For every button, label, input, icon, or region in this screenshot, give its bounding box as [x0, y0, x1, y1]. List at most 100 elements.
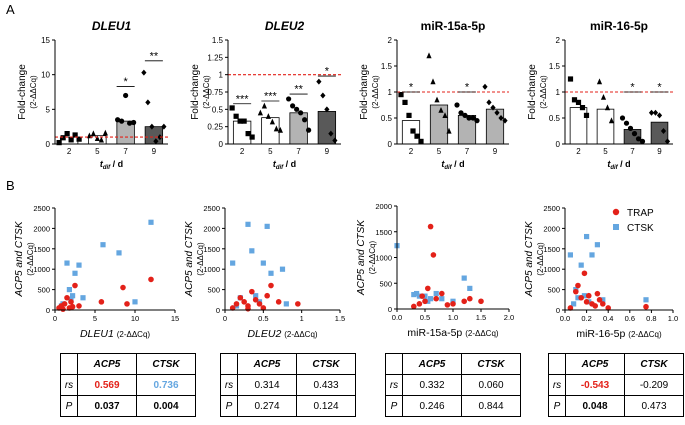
x-tick-label: 0.2: [581, 314, 591, 323]
ctsk-point: [414, 290, 420, 297]
x-tick-label: 5: [603, 147, 608, 156]
data-point: [406, 112, 412, 118]
scatter-chart-1: 0 500 1000 1500 2000 2500 0 0.5 1 1.5 DLEU2 (2-ΔΔC…: [184, 204, 345, 340]
data-point: [153, 138, 159, 145]
data-point: [596, 78, 603, 85]
ctsk-point: [571, 301, 577, 307]
y-tick-label: 1: [219, 71, 224, 80]
data-point: [466, 115, 472, 121]
trap-point: [430, 252, 437, 258]
y-tick-label: 0: [46, 140, 51, 149]
trap-point: [268, 282, 274, 289]
col-ctsk: CTSK: [136, 353, 196, 375]
y-tick-label: 500: [37, 286, 50, 295]
data-point: [98, 136, 104, 143]
data-point: [575, 99, 582, 105]
x-tick-label: 2: [67, 147, 72, 156]
x-tick-label: 0: [223, 314, 227, 323]
x-tick-label: 5: [95, 147, 100, 156]
corr-table-dleu2: ACP5 CTSK rs 0.314 0.433 P 0.274 0.124: [220, 353, 356, 417]
y-tick-label: 5: [46, 105, 51, 114]
rs-acp5: 0.569: [77, 374, 137, 396]
x-tick-label: 1.0: [668, 314, 678, 323]
x-axis-label: tdif / d: [100, 159, 123, 171]
trap-point: [411, 303, 417, 310]
trap-point: [124, 301, 130, 307]
y-axis-label: Fold-change: [17, 64, 28, 120]
x-tick-label: 0.5: [258, 314, 268, 323]
trap-point: [61, 301, 68, 307]
x-axis-label: tdif / d: [441, 159, 464, 171]
ctsk-point: [411, 291, 417, 298]
x-axis-label: miR-16-5p (2-ΔΔCq): [576, 328, 662, 340]
trap-point: [237, 294, 244, 301]
ctsk-point: [433, 290, 439, 297]
scatter-chart-2: 0 500 1000 1500 2000 0.0 0.5 1.0 1.5 2.0 miR-15a-5…: [356, 202, 514, 339]
x-tick-label: 7: [630, 147, 635, 156]
y-axis-sublabel: (2-ΔΔCq): [202, 75, 211, 109]
trap-point: [643, 303, 649, 310]
y-tick-label: 2500: [543, 204, 560, 213]
significance-label: *: [123, 76, 128, 88]
data-point: [414, 133, 420, 139]
bar: [317, 111, 337, 145]
data-point: [324, 106, 330, 113]
y-tick-label: 1.25: [207, 53, 223, 62]
data-point: [652, 109, 659, 116]
data-point: [608, 117, 615, 124]
x-axis-label: DLEU2 (2-ΔΔCq): [247, 328, 317, 340]
data-point: [302, 117, 308, 123]
trap-point: [578, 294, 584, 301]
y-tick-label: 1: [556, 88, 561, 97]
data-point: [426, 52, 432, 59]
y-tick-label: 0.5: [549, 114, 561, 123]
data-point: [64, 131, 70, 137]
y-tick-label: 2: [556, 36, 561, 45]
ctsk-point: [132, 299, 138, 305]
ctsk-point: [268, 270, 274, 276]
y-tick-label: 0.5: [381, 114, 393, 123]
y-axis-sublabel: (2-ΔΔCq): [536, 242, 545, 276]
row-p: P: [60, 395, 78, 417]
trap-point: [245, 305, 251, 312]
x-tick-label: 1.5: [476, 313, 486, 322]
trap-point: [581, 270, 588, 277]
data-point: [490, 104, 496, 111]
data-point: [619, 115, 626, 121]
trap-point: [575, 282, 581, 289]
x-tick-label: 2: [409, 147, 414, 156]
trap-point: [592, 303, 599, 309]
row-rs: rs: [548, 374, 566, 396]
row-rs: rs: [60, 374, 78, 396]
x-tick-label: 2: [240, 147, 245, 156]
data-point: [56, 140, 62, 146]
data-point: [237, 118, 243, 124]
y-tick-label: 1500: [375, 228, 392, 237]
data-point: [579, 105, 586, 111]
ctsk-point: [80, 295, 86, 301]
data-point: [648, 109, 655, 116]
y-tick-label: 500: [379, 279, 392, 288]
data-point: [76, 136, 82, 142]
data-point: [320, 92, 326, 99]
y-axis-sublabel: (2-ΔΔCq): [196, 242, 205, 276]
trap-point: [68, 299, 74, 305]
y-axis-label: ACP5 and CTSK: [524, 220, 535, 297]
x-axis-label: DLEU1 (2-ΔΔCq): [80, 328, 150, 340]
data-point: [145, 99, 151, 106]
data-point: [656, 112, 663, 119]
data-point: [157, 134, 163, 141]
data-point: [402, 99, 408, 105]
data-point: [94, 135, 100, 142]
x-tick-label: 0: [53, 314, 57, 323]
data-point: [486, 99, 492, 106]
x-tick-label: 1: [300, 314, 304, 323]
col-ctsk: CTSK: [296, 353, 356, 375]
data-point: [277, 126, 283, 133]
data-point: [294, 106, 300, 112]
ctsk-point: [575, 295, 581, 301]
trap-point: [64, 294, 70, 301]
y-tick-label: 500: [547, 286, 560, 295]
ctsk-point: [249, 248, 255, 254]
trap-point: [425, 285, 431, 292]
